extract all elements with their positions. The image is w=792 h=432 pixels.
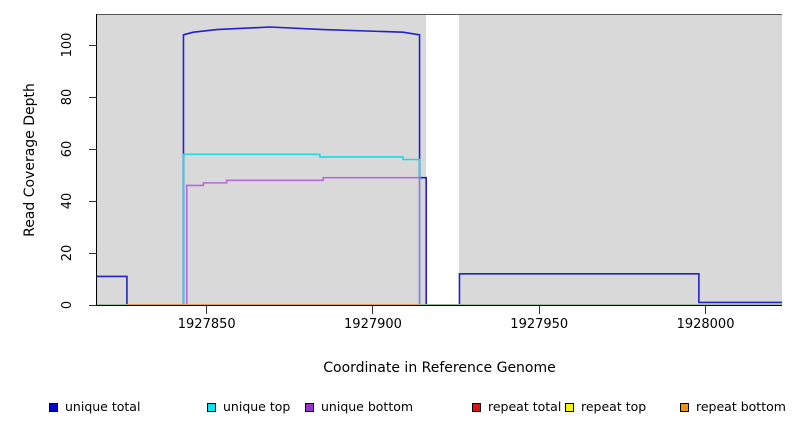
y-tick-label-60: 60 bbox=[60, 140, 75, 158]
y-axis-title: Read Coverage Depth bbox=[22, 82, 38, 237]
legend-swatch-icon bbox=[565, 402, 574, 412]
x-tick-label-1927900: 1927900 bbox=[344, 317, 402, 332]
y-axis-line bbox=[96, 14, 97, 305]
y-tick-20 bbox=[89, 252, 97, 254]
legend-swatch-icon bbox=[207, 402, 216, 412]
legend-item-repeat-total[interactable]: repeat total bbox=[472, 398, 561, 416]
legend-swatch-icon bbox=[680, 402, 689, 412]
y-tick-label-80: 80 bbox=[60, 88, 75, 106]
legend-label: unique top bbox=[223, 398, 291, 414]
x-axis-line bbox=[89, 305, 782, 306]
legend-item-repeat-bottom[interactable]: repeat bottom bbox=[680, 398, 786, 416]
x-tick-label-1928000: 1928000 bbox=[676, 317, 735, 332]
x-tick-1928000 bbox=[705, 306, 707, 314]
legend-label: repeat total bbox=[488, 398, 562, 414]
x-axis-title: Coordinate in Reference Genome bbox=[323, 360, 556, 376]
legend-swatch-icon bbox=[49, 402, 58, 412]
y-tick-100 bbox=[89, 44, 97, 46]
legend-item-unique-total[interactable]: unique total bbox=[49, 398, 140, 416]
y-tick-label-100: 100 bbox=[60, 32, 75, 58]
series-line-unique-bottom bbox=[97, 176, 782, 305]
x-tick-1927950 bbox=[538, 306, 540, 314]
legend-swatch-icon bbox=[472, 402, 481, 412]
masked-region bbox=[426, 14, 460, 305]
y-tick-40 bbox=[89, 200, 97, 202]
series-line-unique-total bbox=[97, 26, 782, 305]
x-tick-label-1927850: 1927850 bbox=[177, 317, 236, 332]
legend-label: repeat bottom bbox=[696, 398, 786, 414]
legend-item-unique-top[interactable]: unique top bbox=[207, 398, 290, 416]
series-line-unique-top bbox=[97, 153, 782, 305]
masked-region-top-border bbox=[426, 14, 460, 15]
y-tick-label-0: 0 bbox=[60, 300, 75, 310]
y-tick-0 bbox=[89, 304, 97, 306]
y-tick-label-40: 40 bbox=[60, 192, 75, 210]
y-tick-60 bbox=[89, 148, 97, 150]
legend-item-repeat-top[interactable]: repeat top bbox=[565, 398, 646, 416]
y-tick-label-20: 20 bbox=[60, 244, 75, 262]
series-layer bbox=[97, 26, 782, 305]
y-tick-80 bbox=[89, 96, 97, 98]
x-tick-label-1927950: 1927950 bbox=[510, 317, 569, 332]
legend-item-unique-bottom[interactable]: unique bottom bbox=[305, 398, 413, 416]
legend-swatch-icon bbox=[305, 402, 314, 412]
legend-label: unique bottom bbox=[321, 398, 414, 414]
legend-label: repeat top bbox=[581, 398, 647, 414]
legend-label: unique total bbox=[65, 398, 141, 414]
x-tick-1927850 bbox=[206, 306, 208, 314]
chart-legend: unique total unique top unique bottom repea… bbox=[0, 398, 792, 420]
x-tick-1927900 bbox=[372, 306, 374, 314]
